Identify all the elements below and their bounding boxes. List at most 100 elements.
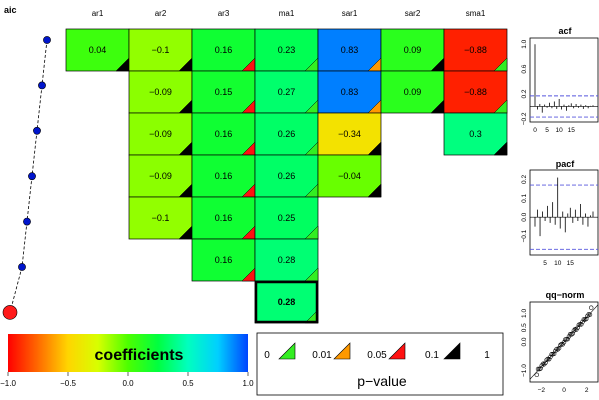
pvalue-marker xyxy=(367,183,382,198)
qq-point xyxy=(587,312,593,317)
cell-background xyxy=(254,112,319,156)
aic-segment xyxy=(31,130,38,177)
cell-background xyxy=(191,196,256,240)
cell-value: 0.28 xyxy=(278,297,296,307)
selected-cell-outline xyxy=(254,280,319,324)
y-tick-label: 0.6 xyxy=(521,64,528,73)
heatmap-cell: 0.28 xyxy=(254,280,319,324)
cell-value: −0.88 xyxy=(464,87,487,97)
heatmap-cell: 0.83 xyxy=(317,28,382,72)
aic-point xyxy=(33,126,41,135)
aic-point xyxy=(38,81,46,90)
qq-point xyxy=(577,322,583,327)
cell-value: 0.83 xyxy=(341,45,359,55)
coefficient-heatmap: ar1 ar2 ar3 ma1 sar1 sar2 sma1 0.04 −0.1 0.16 0.2… xyxy=(65,9,508,324)
heatmap-cell: 0.16 xyxy=(191,196,256,240)
column-label-ar3: ar3 xyxy=(218,9,230,18)
qq-point xyxy=(551,351,557,357)
heatmap-cell: −0.09 xyxy=(128,70,193,114)
heatmap-cell: −0.1 xyxy=(128,28,193,72)
pvalue-swatch xyxy=(443,342,461,360)
aic-point xyxy=(43,36,51,44)
heatmap-cell: 0.16 xyxy=(191,28,256,72)
qq-panel: qq−norm −2 0 2 −1.0 0.0 0.5 1.0 xyxy=(521,290,599,394)
y-tick-label: 1.0 xyxy=(521,309,528,318)
cell-background xyxy=(128,154,193,198)
pacf-title: pacf xyxy=(556,159,576,169)
qq-point xyxy=(565,336,570,342)
x-tick-label: 10 xyxy=(556,127,564,134)
pacf-plot: 5 10 15 −0.1 0.0 0.1 0.2 xyxy=(521,175,598,267)
aic-segment xyxy=(36,85,43,131)
aic-title: aic xyxy=(4,5,17,15)
column-label-sma1: sma1 xyxy=(466,9,486,18)
acf-plot: 0 5 10 15 −0.2 0.2 0.6 1.0 xyxy=(521,39,598,134)
aic-segment xyxy=(9,266,23,313)
heatmap-cell: −0.1 xyxy=(128,196,193,240)
pvalue-swatch xyxy=(278,342,296,360)
cell-value: 0.26 xyxy=(278,129,296,139)
column-label-ar2: ar2 xyxy=(155,9,167,18)
aic-segment xyxy=(41,39,48,86)
colorbar-tick-label: 0.0 xyxy=(122,379,134,388)
aic-best-point xyxy=(2,305,18,320)
cell-background xyxy=(443,70,508,114)
column-label-ar1: ar1 xyxy=(92,9,104,18)
heatmap-cell: 0.3 xyxy=(443,112,508,156)
cell-value: −0.09 xyxy=(149,87,172,97)
heatmap-cell: −0.04 xyxy=(317,154,382,198)
aic-point xyxy=(18,263,26,271)
aic-point xyxy=(23,217,31,226)
x-tick-label: 5 xyxy=(545,127,549,134)
heatmap-cell: 0.25 xyxy=(254,196,319,240)
cell-background xyxy=(317,28,382,72)
cell-value: 0.23 xyxy=(278,45,296,55)
x-tick-label: 0 xyxy=(562,387,566,394)
heatmap-cell: 0.09 xyxy=(380,28,445,72)
x-tick-label: 15 xyxy=(568,127,576,134)
y-tick-label: 0.0 xyxy=(521,337,528,346)
colorbar-tick-label: 1.0 xyxy=(242,379,254,388)
qq-point xyxy=(579,322,584,327)
acf-panel: acf 0 5 10 15 −0.2 0.2 0.6 1.0 xyxy=(521,26,599,134)
cell-value: 0.3 xyxy=(469,129,482,139)
qq-point xyxy=(543,360,548,366)
qq-plot: −2 0 2 −1.0 0.0 0.5 1.0 xyxy=(521,304,599,394)
qq-point xyxy=(570,331,575,336)
pvalue-break-label: 0.01 xyxy=(312,350,332,361)
acf-title: acf xyxy=(558,26,572,36)
cell-value: 0.16 xyxy=(215,129,233,139)
heatmap-cells: 0.04 −0.1 0.16 0.23 0.83 0.09 −0.88 −0.09 0.15 0.… xyxy=(65,28,508,324)
y-tick-label: 0.2 xyxy=(521,175,528,184)
qq-point xyxy=(569,332,574,337)
heatmap-cell: −0.34 xyxy=(317,112,382,156)
heatmap-cell: −0.09 xyxy=(128,154,193,198)
heatmap-cell: 0.28 xyxy=(254,238,319,282)
heatmap-cell: 0.15 xyxy=(191,70,256,114)
cell-background xyxy=(380,28,445,72)
cell-background xyxy=(380,70,445,114)
y-tick-label: 0.0 xyxy=(521,212,528,221)
qq-point xyxy=(584,316,589,322)
cell-value: 0.16 xyxy=(215,45,233,55)
qq-point xyxy=(558,342,563,348)
aic-segment xyxy=(26,176,33,222)
qq-title: qq−norm xyxy=(546,290,585,300)
qq-point xyxy=(538,366,543,371)
cell-background xyxy=(254,196,319,240)
heatmap-cell: 0.26 xyxy=(254,112,319,156)
heatmap-cell: −0.88 xyxy=(443,28,508,72)
x-tick-label: 10 xyxy=(554,260,562,267)
colorbar-ticks: −1.0 −0.5 0.0 0.5 1.0 xyxy=(0,372,254,388)
pacf-panel: pacf 5 10 15 −0.1 0.0 0.1 0.2 xyxy=(521,159,599,267)
colorbar-tick-label: 0.5 xyxy=(182,379,194,388)
colorbar-tick-label: −0.5 xyxy=(60,379,76,388)
cell-value: −0.09 xyxy=(149,171,172,181)
cell-background xyxy=(443,112,508,156)
cell-background xyxy=(254,238,319,282)
qq-point xyxy=(571,328,577,333)
aic-line xyxy=(9,39,48,313)
column-label-sar1: sar1 xyxy=(342,9,358,18)
cell-background xyxy=(254,70,319,114)
cell-value: 0.25 xyxy=(278,213,296,223)
